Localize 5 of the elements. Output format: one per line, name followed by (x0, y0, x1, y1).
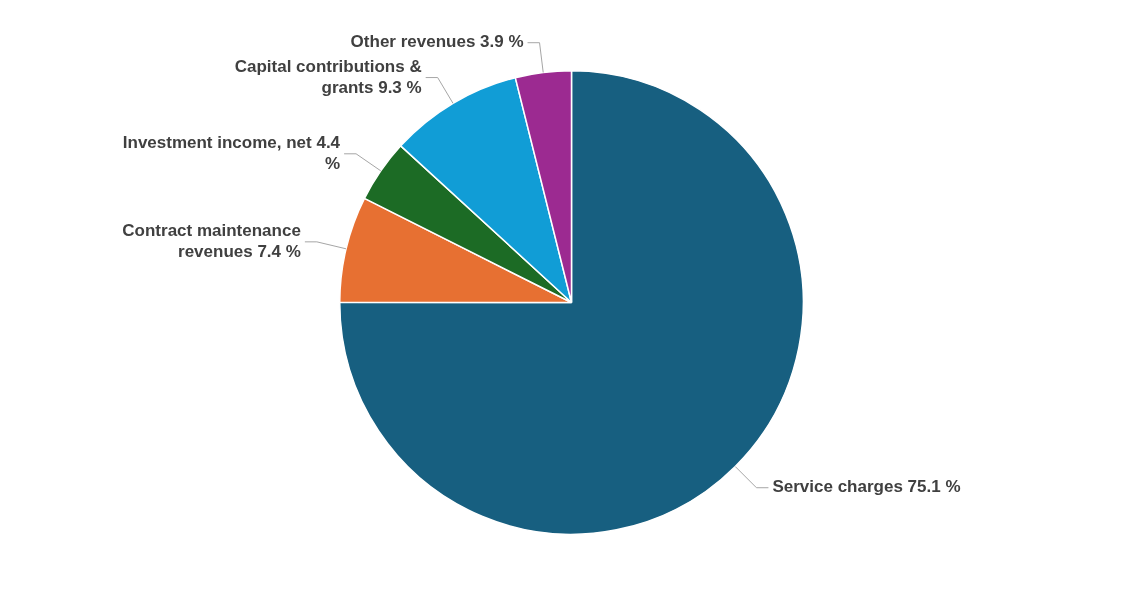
slice-label: Contract maintenance revenues 7.4 % (122, 221, 301, 262)
slice-label: Other revenues 3.9 % (350, 32, 524, 52)
slice-label: Investment income, net 4.4 % (122, 133, 341, 173)
slice-label: Service charges 75.1 % (772, 477, 961, 497)
slice-label: Capital contributions & grants 9.3 % (234, 56, 422, 97)
